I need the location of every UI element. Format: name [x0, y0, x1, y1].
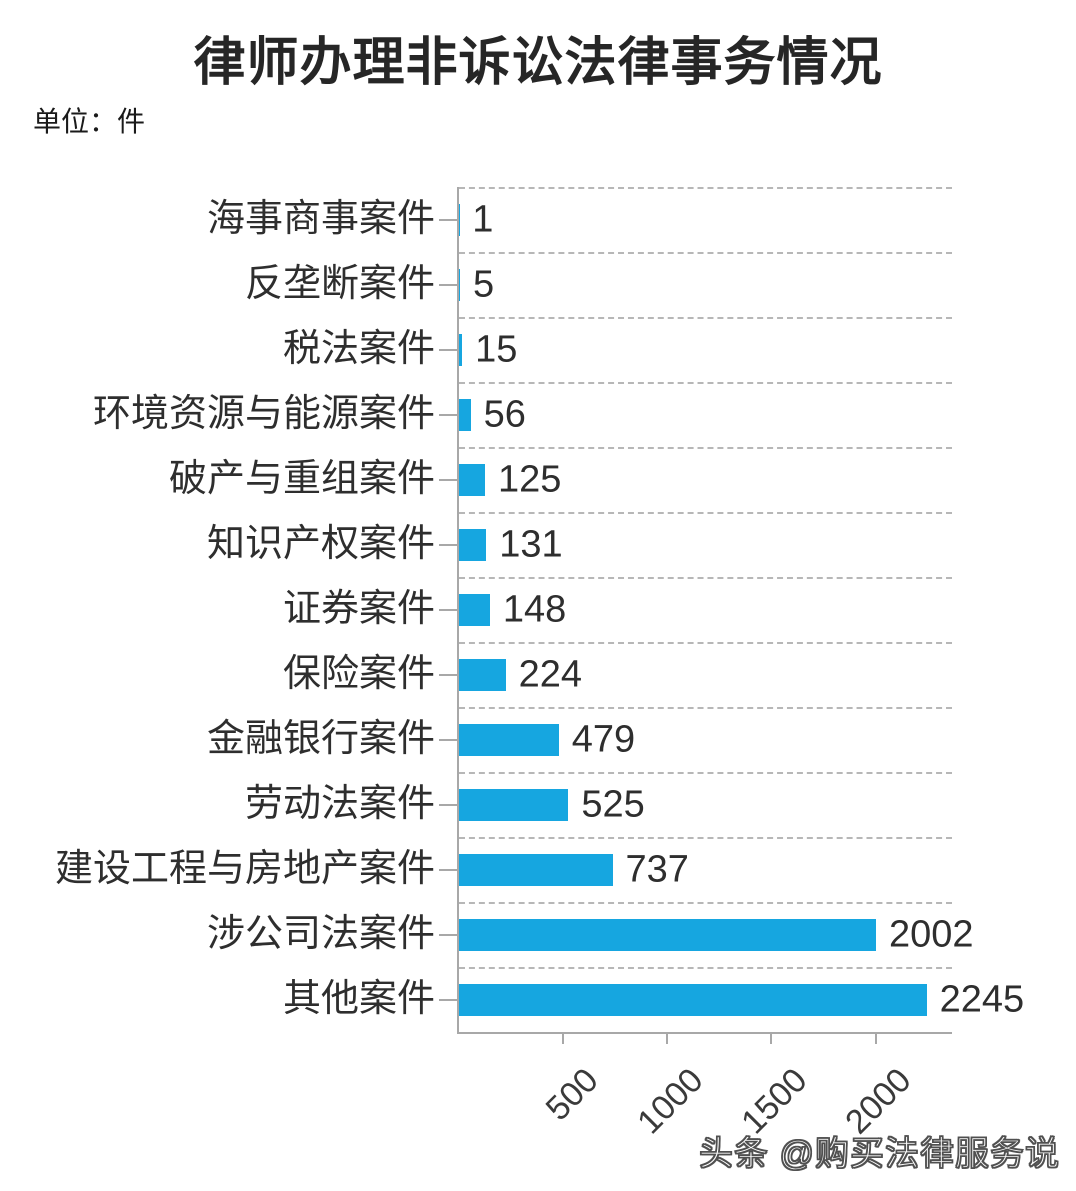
- value-label: 525: [581, 783, 645, 825]
- y-axis-category-labels: 海事商事案件反垄断案件税法案件环境资源与能源案件破产与重组案件知识产权案件证券案…: [0, 187, 435, 1032]
- gridline: [459, 187, 952, 189]
- bar-10: [459, 788, 569, 821]
- gridline: [459, 772, 952, 774]
- gridline: [459, 902, 952, 904]
- bar-12: [459, 918, 876, 951]
- gridline: [459, 317, 952, 319]
- gridline: [459, 707, 952, 709]
- bar-11: [459, 853, 613, 886]
- gridline: [459, 642, 952, 644]
- unit-label: 单位：件: [33, 106, 146, 137]
- y-axis-tick: [439, 478, 457, 481]
- y-axis-tick: [439, 998, 457, 1001]
- gridline: [459, 967, 952, 969]
- y-axis-tick: [439, 543, 457, 546]
- y-axis-tick: [439, 803, 457, 806]
- value-label: 479: [571, 718, 636, 760]
- plot-area: 1 5 15 56 125 131 148 224 479 525 737 2002 2245 500 10…: [439, 187, 1024, 1141]
- x-axis-tick: [770, 1032, 773, 1044]
- value-label: 56: [483, 393, 526, 435]
- category-label: 建设工程与房地产案件: [54, 848, 435, 890]
- bar-8: [459, 658, 506, 691]
- x-axis-tick: [666, 1032, 669, 1044]
- category-label: 保险案件: [282, 653, 435, 695]
- value-label: 148: [502, 588, 567, 630]
- category-label: 其他案件: [282, 978, 435, 1020]
- category-label: 海事商事案件: [206, 198, 435, 240]
- y-axis-tick: [439, 868, 457, 871]
- x-axis-tick: [874, 1032, 877, 1044]
- value-label: 737: [625, 848, 689, 890]
- chart-title: 律师办理非诉讼法律事务情况: [193, 34, 883, 92]
- bar-5: [459, 463, 485, 496]
- gridline: [459, 837, 952, 839]
- bar-9: [459, 723, 559, 756]
- watermark: 头条 @购买法律服务说: [698, 1134, 1060, 1174]
- gridline: [459, 382, 952, 384]
- y-axis-tick: [439, 933, 457, 936]
- gridline: [459, 512, 952, 514]
- category-label: 知识产权案件: [206, 523, 435, 565]
- value-label: 15: [475, 328, 518, 370]
- value-label: 131: [499, 523, 563, 565]
- y-axis-tick: [439, 283, 457, 286]
- gridline: [459, 447, 952, 449]
- value-label: 2002: [888, 913, 974, 955]
- category-label: 金融银行案件: [206, 718, 435, 760]
- category-label: 反垄断案件: [244, 263, 435, 305]
- y-axis-tick: [439, 348, 457, 351]
- gridline: [459, 577, 952, 579]
- y-axis-tick: [439, 608, 457, 611]
- y-axis-tick: [439, 738, 457, 741]
- value-label: 5: [473, 263, 495, 305]
- category-label: 证券案件: [282, 588, 435, 630]
- x-axis-tick: [562, 1032, 565, 1044]
- category-label: 破产与重组案件: [168, 458, 435, 500]
- y-axis-tick: [439, 673, 457, 676]
- y-axis-tick: [439, 218, 457, 221]
- gridline: [459, 252, 952, 254]
- bar-3: [459, 333, 463, 366]
- category-label: 劳动法案件: [244, 783, 435, 825]
- bar-6: [459, 528, 487, 561]
- category-label: 环境资源与能源案件: [92, 393, 435, 435]
- value-label: 125: [498, 458, 562, 500]
- value-label: 2245: [939, 978, 1025, 1020]
- bar-4: [459, 398, 471, 431]
- category-label: 税法案件: [282, 328, 435, 370]
- bar-2: [459, 268, 460, 301]
- x-axis-tick-label: 500: [539, 1061, 607, 1128]
- bar-13: [459, 983, 927, 1016]
- y-axis-tick: [439, 413, 457, 416]
- bar-7: [459, 593, 490, 626]
- category-label: 涉公司法案件: [206, 913, 435, 955]
- value-label: 224: [518, 653, 583, 695]
- value-label: 1: [472, 198, 494, 240]
